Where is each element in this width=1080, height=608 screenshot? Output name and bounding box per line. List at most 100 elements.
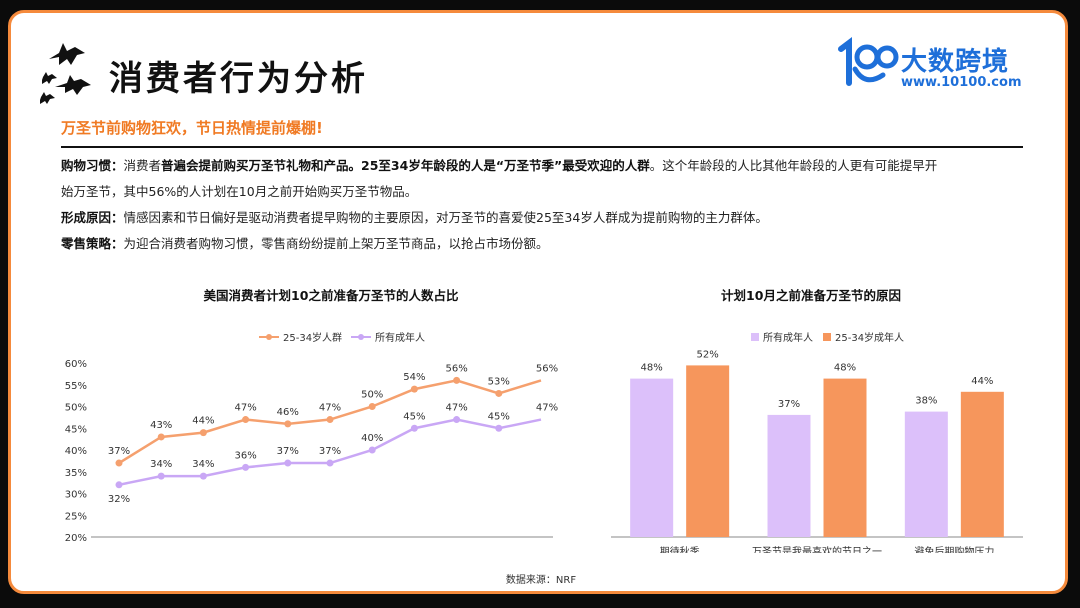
data-point (284, 459, 292, 467)
bar-value-label: 52% (697, 349, 719, 360)
habits-text-a: 消费者 (123, 158, 162, 173)
legend-swatch-2 (823, 333, 831, 341)
data-label: 53% (488, 376, 510, 387)
data-point (242, 416, 250, 424)
data-point (410, 424, 418, 432)
category-label: 万圣节是我最喜欢的节日之一 (752, 545, 882, 553)
paragraph-habits: 购物习惯：消费者普遍会提前购买万圣节礼物和产品。25至34岁年龄段的人是“万圣节… (61, 153, 1026, 205)
bar (686, 365, 730, 537)
data-point (326, 416, 334, 424)
data-label: 47% (445, 403, 467, 414)
y-tick-label: 55% (65, 381, 87, 392)
bar-value-label: 44% (971, 376, 993, 387)
data-label: 45% (403, 411, 425, 422)
legend-label-2: 25-34岁成年人 (835, 331, 904, 344)
paragraph-strategy: 零售策略：为迎合消费者购物习惯，零售商纷纷提前上架万圣节商品，以抢占市场份额。 (61, 231, 1026, 257)
data-label: 46% (277, 407, 299, 418)
legend-marker-2 (358, 334, 364, 340)
bar (823, 378, 867, 537)
data-label: 56% (536, 363, 558, 374)
data-label: 37% (108, 446, 130, 457)
y-tick-label: 45% (65, 424, 87, 435)
data-label: 32% (108, 494, 130, 505)
y-tick-label: 30% (65, 490, 87, 501)
data-label: 37% (277, 446, 299, 457)
data-label: 47% (536, 403, 558, 414)
data-point (115, 481, 123, 489)
logo-mark-icon (838, 37, 899, 86)
subtitle: 万圣节前购物狂欢，节日热情提前爆棚! (61, 119, 323, 137)
paragraph-reasons: 形成原因：情感因素和节日偏好是驱动消费者提早购物的主要原因，对万圣节的喜爱使25… (61, 205, 1026, 231)
strategy-label: 零售策略： (61, 236, 124, 251)
bar-chart: 所有成年人 25-34岁成年人 48% 52% 期待秋季 37% 48% 万圣节是我最喜欢的节… (611, 331, 1023, 553)
data-label: 34% (192, 459, 214, 470)
legend-label-2: 所有成年人 (375, 331, 425, 344)
data-label: 47% (234, 403, 256, 414)
brand-logo: 大数跨境 www.10100.com (831, 35, 1031, 99)
bar-chart-title: 计划10月之前准备万圣节的原因 (721, 288, 901, 303)
data-label: 45% (488, 411, 510, 422)
bar (767, 414, 811, 537)
data-point (410, 385, 418, 393)
bar (960, 391, 1004, 537)
data-point (157, 433, 165, 441)
legend-swatch-1 (751, 333, 759, 341)
data-point (199, 472, 207, 480)
page-title: 消费者行为分析 (109, 59, 368, 99)
legend-label-1: 25-34岁人群 (283, 331, 342, 344)
data-point (199, 429, 207, 437)
data-label: 37% (319, 446, 341, 457)
data-label: 54% (403, 372, 425, 383)
habits-text-b: 普遍会提前购买万圣节礼物和产品。25至34岁年龄段的人是“万圣节季”最受欢迎的人… (161, 158, 650, 173)
bar-value-label: 48% (641, 363, 663, 374)
bar-value-label: 37% (778, 399, 800, 410)
divider (61, 146, 1023, 148)
legend-label-1: 所有成年人 (763, 331, 813, 344)
data-label: 50% (361, 390, 383, 401)
data-point (242, 463, 250, 471)
data-point (326, 459, 334, 467)
data-label: 47% (319, 403, 341, 414)
logo-url: www.10100.com (901, 75, 1022, 90)
category-label: 避免后期购物压力 (914, 545, 994, 553)
data-point (284, 420, 292, 428)
data-point (453, 416, 461, 424)
data-point (453, 376, 461, 384)
data-label: 43% (150, 420, 172, 431)
bats-icon (40, 43, 91, 104)
logo-name: 大数跨境 (901, 47, 1010, 77)
data-label: 44% (192, 416, 214, 427)
y-tick-label: 60% (65, 359, 87, 370)
y-tick-label: 50% (65, 403, 87, 414)
y-tick-label: 20% (65, 533, 87, 543)
line-chart-title: 美国消费者计划10之前准备万圣节的人数占比 (203, 288, 459, 303)
y-tick-label: 25% (65, 511, 87, 522)
data-label: 34% (150, 459, 172, 470)
y-tick-label: 40% (65, 446, 87, 457)
data-source: 数据来源：NRF (505, 575, 577, 586)
bar (904, 411, 948, 537)
data-label: 56% (445, 363, 467, 374)
data-label: 40% (361, 433, 383, 444)
data-label: 36% (234, 450, 256, 461)
line-chart: 20%25%30%35%40%45%50%55%60%2014201520162… (65, 331, 558, 543)
habits-label: 购物习惯： (61, 158, 124, 173)
category-label: 期待秋季 (660, 545, 700, 553)
data-point (368, 403, 376, 410)
y-tick-label: 35% (65, 468, 87, 479)
data-point (157, 472, 165, 480)
data-point (368, 446, 376, 454)
habits-text-d: 始万圣节，其中56%的人计划在10月之前开始购买万圣节物品。 (61, 184, 418, 199)
data-point (495, 424, 503, 432)
data-point (495, 389, 503, 397)
bar-value-label: 38% (915, 396, 937, 407)
slide-card: 消费者行为分析 大数跨境 www.10100.com 万圣节前购物狂欢，节日热情… (8, 10, 1068, 594)
bar-value-label: 48% (834, 363, 856, 374)
bar (630, 378, 674, 537)
habits-text-c: 。这个年龄段的人比其他年龄段的人更有可能提早开 (649, 158, 938, 173)
reasons-label: 形成原因： (61, 210, 124, 225)
legend-marker-1 (266, 334, 272, 340)
strategy-text: 为迎合消费者购物习惯，零售商纷纷提前上架万圣节商品，以抢占市场份额。 (123, 236, 549, 251)
data-point (115, 459, 123, 467)
reasons-text: 情感因素和节日偏好是驱动消费者提早购物的主要原因，对万圣节的喜爱使25至34岁人… (123, 210, 768, 225)
